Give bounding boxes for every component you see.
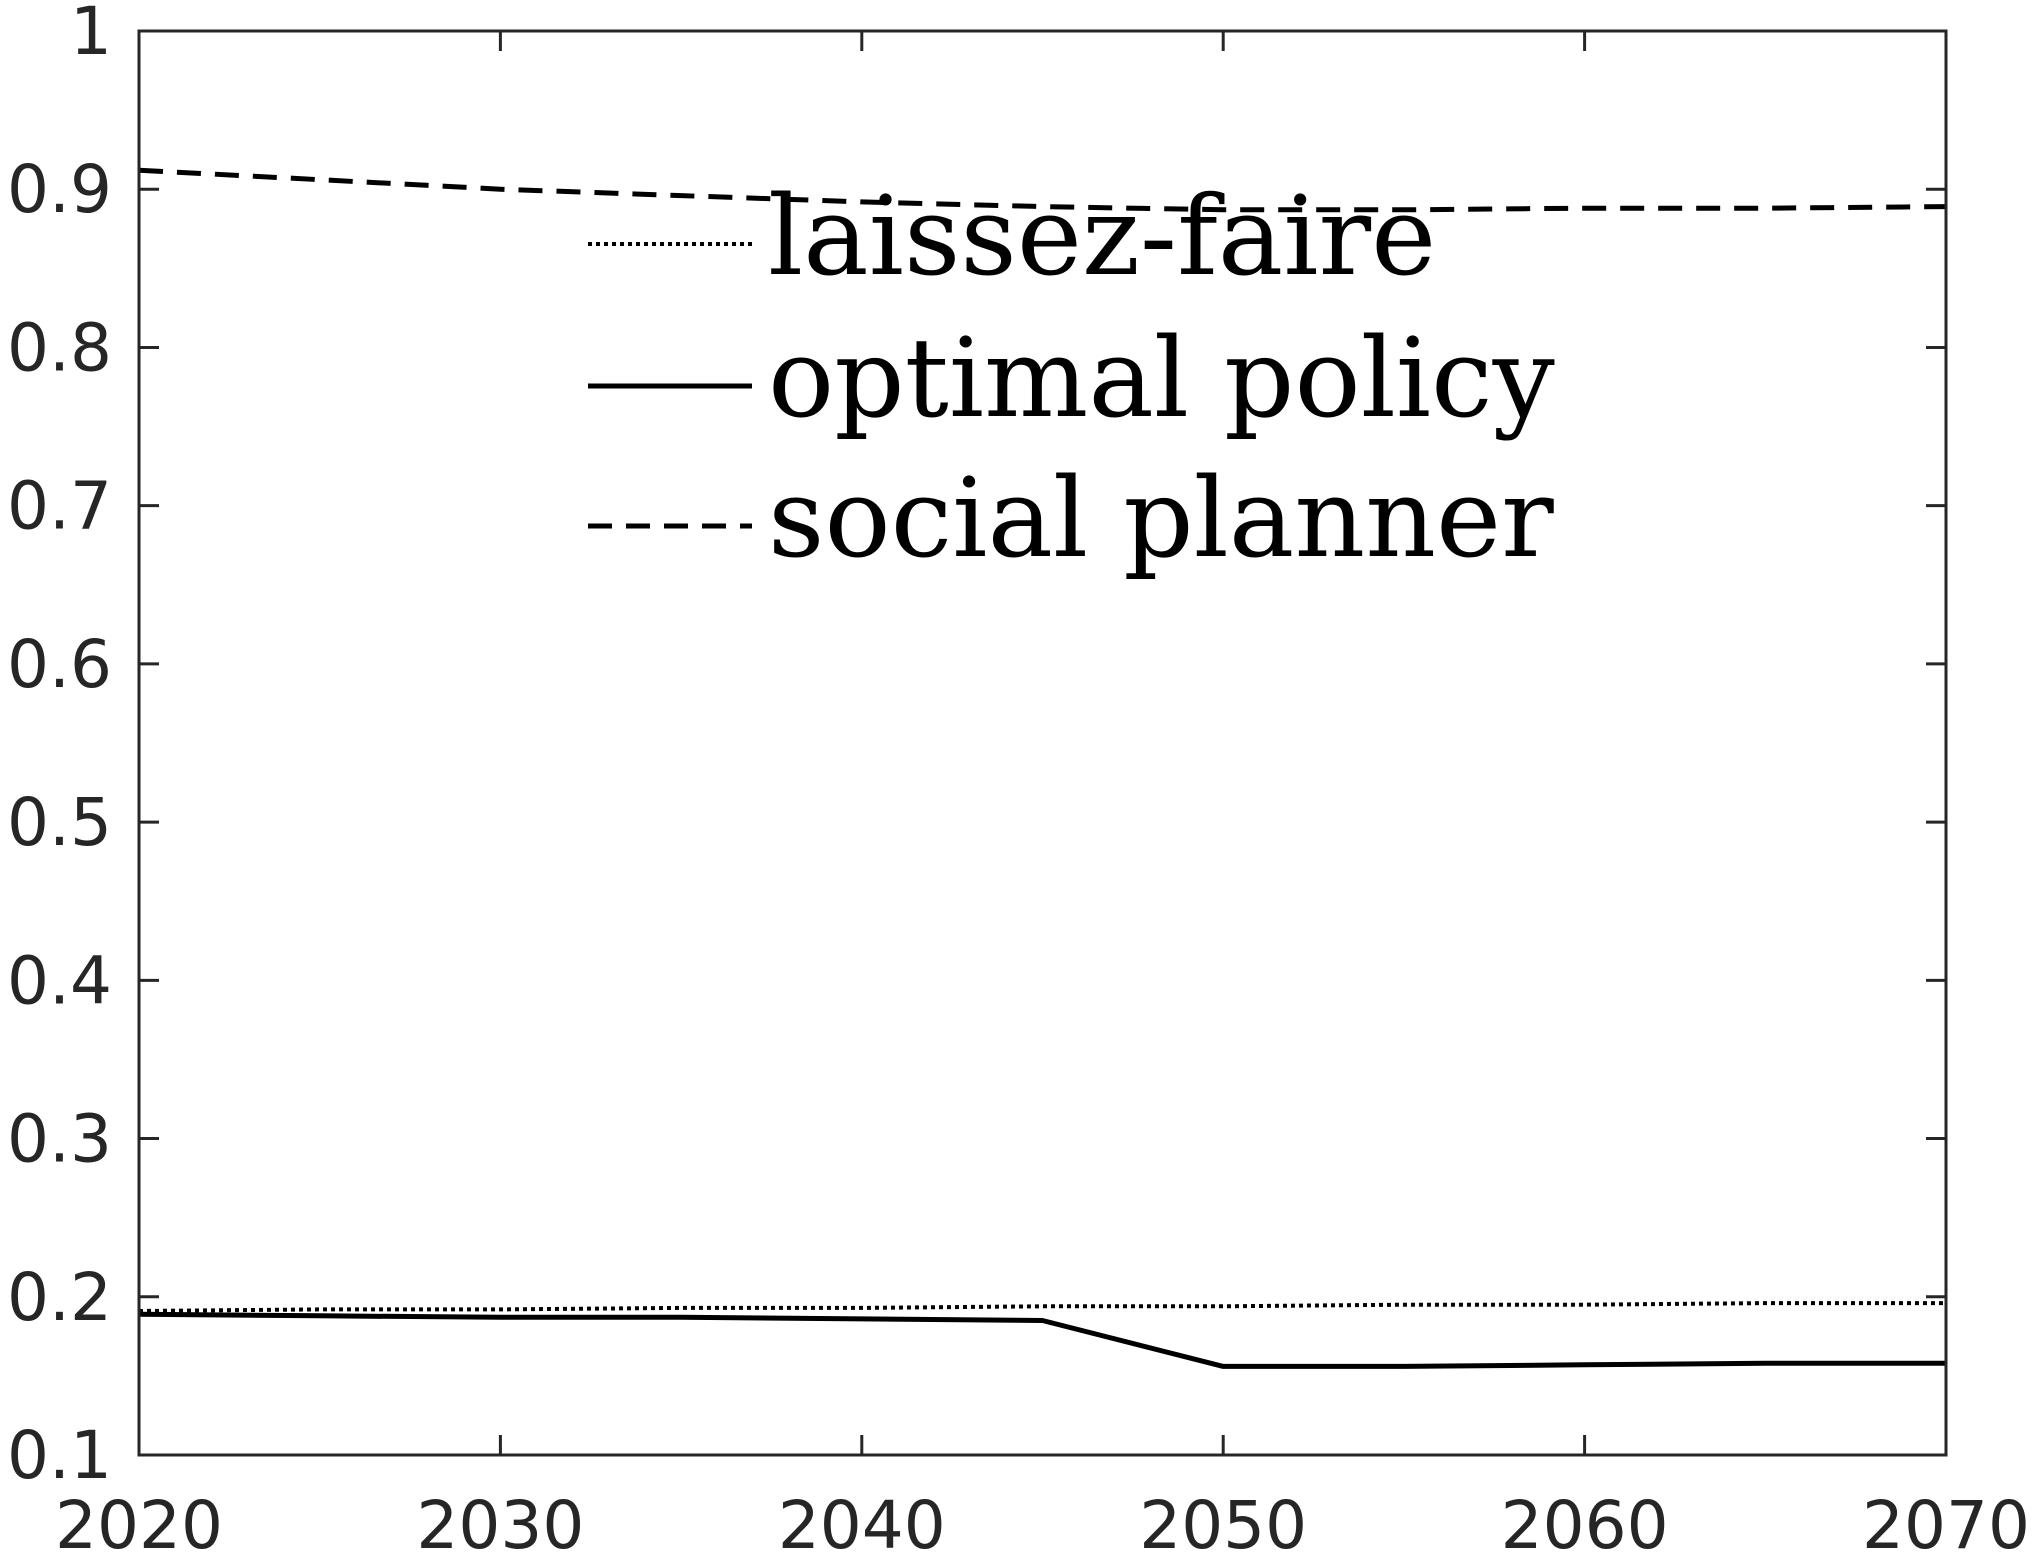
y-tick-label: 0.1 — [7, 1417, 112, 1494]
y-tick-label: 0.7 — [7, 468, 112, 545]
x-tick-label: 2020 — [55, 1487, 223, 1553]
plot-frame — [137, 29, 1948, 1457]
y-tick-label: 0.5 — [7, 784, 112, 861]
x-tick-label: 2060 — [1501, 1487, 1669, 1553]
y-tick-label: 0.8 — [7, 309, 112, 386]
y-tick-label: 0.6 — [7, 626, 112, 703]
x-tick-label: 2050 — [1139, 1487, 1307, 1553]
y-tick-label: 0.2 — [7, 1259, 112, 1336]
y-tick-label: 0.9 — [7, 151, 112, 228]
y-tick-label: 0.3 — [7, 1101, 112, 1178]
x-tick-label: 2040 — [778, 1487, 946, 1553]
y-axis-tick-labels: 0.1 0.2 0.3 0.4 0.5 0.6 0.7 0.8 0.9 1 — [7, 0, 112, 1494]
legend-label: laissez-faire — [768, 172, 1436, 300]
series-line-laissez-faire — [138, 1301, 1946, 1313]
x-axis-tick-labels: 2020 2030 2040 2050 2060 2070 — [55, 1487, 2030, 1553]
series-line-optimal-policy — [138, 1311, 1946, 1369]
x-tick-label: 2070 — [1862, 1487, 2030, 1553]
plot-area — [139, 31, 1946, 1455]
x-tick-label: 2030 — [416, 1487, 584, 1553]
legend-label: social planner — [768, 454, 1554, 582]
legend-label: optimal policy — [768, 314, 1555, 442]
y-tick-label: 0.4 — [7, 942, 112, 1019]
y-tick-label: 1 — [70, 0, 112, 70]
series-layer — [138, 167, 1947, 1369]
